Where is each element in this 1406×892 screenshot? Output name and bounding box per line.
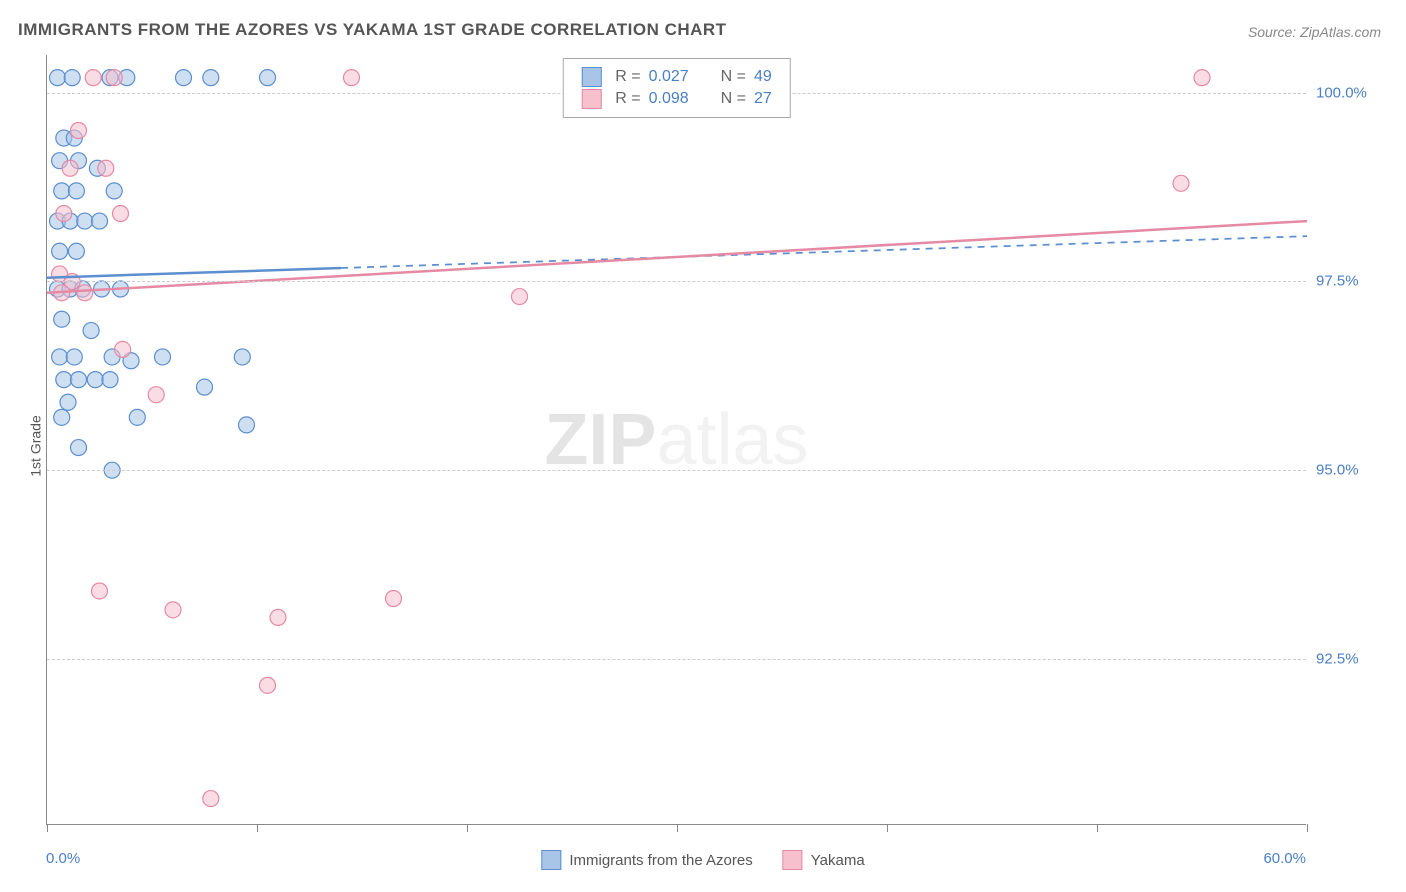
y-axis-label: 1st Grade [28,415,44,476]
legend-label-yakama: Yakama [811,852,865,869]
swatch-yakama-icon [783,850,803,870]
n-value-azores: 49 [754,68,772,86]
source-label: Source: ZipAtlas.com [1248,24,1381,40]
scatter-point [92,213,108,229]
swatch-yakama [581,89,601,109]
scatter-point [54,311,70,327]
scatter-point [165,602,181,618]
scatter-point [260,70,276,86]
y-tick-label: 100.0% [1316,84,1396,101]
scatter-point [234,349,250,365]
y-tick-label: 97.5% [1316,273,1396,290]
scatter-point [87,372,103,388]
scatter-point [1194,70,1210,86]
x-tick [887,824,888,832]
x-tick [257,824,258,832]
gridline [47,470,1306,471]
regression-line [47,268,341,278]
chart-title: IMMIGRANTS FROM THE AZORES VS YAKAMA 1ST… [18,20,727,40]
legend-row-azores: R = 0.027 N = 49 [581,67,771,87]
scatter-point [344,70,360,86]
scatter-point [68,243,84,259]
x-tick [467,824,468,832]
scatter-point [60,394,76,410]
scatter-point [52,349,68,365]
legend-label-azores: Immigrants from the Azores [569,852,752,869]
scatter-point [71,440,87,456]
scatter-point [56,206,72,222]
x-axis-min-label: 0.0% [46,850,80,867]
swatch-azores [581,67,601,87]
scatter-point [197,379,213,395]
scatter-point [270,609,286,625]
scatter-point [106,183,122,199]
scatter-point [512,289,528,305]
scatter-point [71,122,87,138]
scatter-point [98,160,114,176]
x-axis-max-label: 60.0% [1263,850,1306,867]
scatter-point [1173,175,1189,191]
n-value-yakama: 27 [754,90,772,108]
x-tick [1097,824,1098,832]
scatter-point [85,70,101,86]
scatter-point [83,323,99,339]
scatter-point [260,677,276,693]
scatter-point [155,349,171,365]
scatter-point [77,213,93,229]
legend-item-yakama: Yakama [783,850,865,870]
x-tick [1307,824,1308,832]
scatter-point [203,791,219,807]
regression-line-dashed [341,236,1307,268]
n-label: N = [721,68,746,86]
legend-item-azores: Immigrants from the Azores [541,850,752,870]
scatter-point [62,160,78,176]
scatter-point [115,341,131,357]
scatter-point [64,70,80,86]
scatter-point [106,70,122,86]
scatter-point [176,70,192,86]
scatter-point [50,70,66,86]
plot-area: R = 0.027 N = 49 R = 0.098 N = 27 ZIPatl… [46,55,1306,825]
scatter-point [56,372,72,388]
scatter-point [239,417,255,433]
series-legend: Immigrants from the Azores Yakama [541,850,864,870]
r-label: R = [615,68,640,86]
scatter-point [66,349,82,365]
scatter-point [92,583,108,599]
scatter-point [386,591,402,607]
gridline [47,281,1306,282]
chart-container: IMMIGRANTS FROM THE AZORES VS YAKAMA 1ST… [0,0,1406,892]
scatter-point [52,243,68,259]
scatter-point [71,372,87,388]
scatter-plot-svg [47,55,1306,824]
gridline [47,659,1306,660]
legend-row-yakama: R = 0.098 N = 27 [581,89,771,109]
scatter-point [129,409,145,425]
scatter-point [54,409,70,425]
r-label: R = [615,90,640,108]
r-value-yakama: 0.098 [649,90,701,108]
scatter-point [148,387,164,403]
scatter-point [54,183,70,199]
y-tick-label: 95.0% [1316,462,1396,479]
r-value-azores: 0.027 [649,68,701,86]
swatch-azores-icon [541,850,561,870]
x-tick [47,824,48,832]
n-label: N = [721,90,746,108]
scatter-point [68,183,84,199]
y-tick-label: 92.5% [1316,650,1396,667]
scatter-point [113,206,129,222]
correlation-legend: R = 0.027 N = 49 R = 0.098 N = 27 [562,58,790,118]
scatter-point [203,70,219,86]
scatter-point [102,372,118,388]
x-tick [677,824,678,832]
scatter-point [77,285,93,301]
